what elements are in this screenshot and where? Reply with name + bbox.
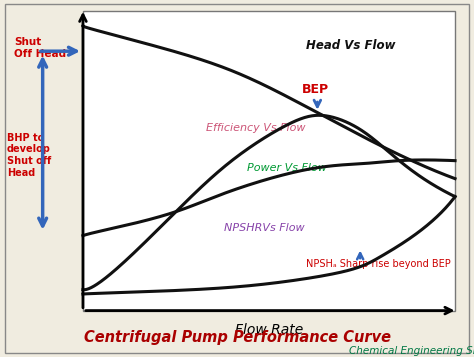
Text: Centrifugal Pump Performance Curve: Centrifugal Pump Performance Curve: [83, 330, 391, 345]
Text: Efficiency Vs Flow: Efficiency Vs Flow: [206, 123, 305, 133]
Bar: [83, 11, 455, 311]
Text: NPSHRVs Flow: NPSHRVs Flow: [224, 223, 305, 233]
Text: Power Vs Flow: Power Vs Flow: [246, 163, 327, 173]
Text: Chemical Engineering Site: Chemical Engineering Site: [348, 346, 474, 356]
Text: Shut
Off Head: Shut Off Head: [14, 37, 66, 59]
Text: Flow Rate: Flow Rate: [235, 323, 303, 337]
Text: BHP to
develop
Shut off
Head: BHP to develop Shut off Head: [7, 133, 51, 178]
Text: NPSHₐ Sharp rise beyond BEP: NPSHₐ Sharp rise beyond BEP: [306, 259, 451, 269]
Text: Head Vs Flow: Head Vs Flow: [306, 39, 396, 52]
Text: BEP: BEP: [302, 83, 329, 96]
